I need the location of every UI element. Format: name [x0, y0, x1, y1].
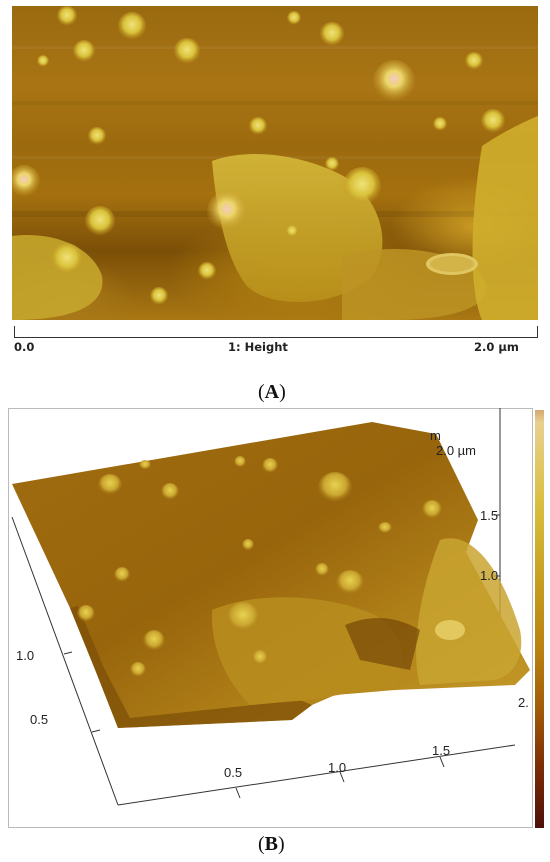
left-tick-0-5: 0.5: [30, 712, 49, 727]
height-colorbar: [535, 410, 544, 828]
panel-a-paren-open: (: [258, 381, 265, 403]
right-edge-tick: 2.: [518, 695, 529, 710]
scale-start-label: 0.0: [14, 340, 35, 354]
bottom-tick-1-5: 1.5: [432, 743, 451, 758]
panel-a-letter: A: [264, 381, 280, 403]
panel-b-label: (B): [258, 833, 285, 856]
axis-left-line: [11, 516, 119, 806]
axis-bottom-line: [117, 744, 516, 806]
right-tick-1-5: 1.5: [480, 508, 499, 523]
afm-3d-surface: [11, 408, 530, 806]
afm-surface-features: [12, 6, 538, 320]
afm-height-image-2d: [12, 6, 538, 320]
scale-channel-label: 1: Height: [228, 340, 288, 354]
scale-end-label: 2.0 µm: [474, 340, 519, 354]
bottom-tick-0-5: 0.5: [224, 765, 243, 780]
top-tick-label: 2.0 µm: [436, 443, 477, 458]
panel-b-paren-close: ): [278, 833, 285, 855]
panel-a-paren-close: ): [279, 381, 286, 403]
bottom-tick-1-0: 1.0: [328, 760, 347, 775]
panel-b-letter: B: [264, 833, 279, 855]
panel-b-paren-open: (: [258, 833, 265, 855]
scale-bar: [14, 326, 538, 338]
panel-a-label: (A): [258, 381, 286, 404]
top-unit-fragment: m: [430, 428, 441, 443]
left-tick-1-0: 1.0: [16, 648, 35, 663]
right-tick-1-0: 1.0: [480, 568, 499, 583]
afm-3d-frame: [8, 408, 533, 828]
